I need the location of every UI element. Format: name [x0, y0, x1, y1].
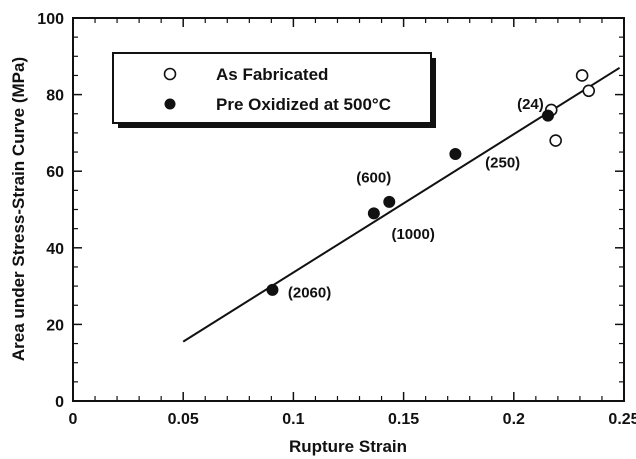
point-annotation: (2060)	[288, 285, 331, 302]
legend-label-as-fabricated: As Fabricated	[216, 65, 328, 84]
x-tick-label: 0.25	[608, 411, 636, 428]
point-annotation: (600)	[356, 170, 391, 187]
legend: As Fabricated Pre Oxidized at 500°C	[112, 52, 436, 128]
x-tick-label: 0.15	[388, 411, 419, 428]
x-tick-label: 0	[69, 411, 78, 428]
legend-box	[112, 52, 432, 124]
legend-label-pre-oxidized: Pre Oxidized at 500°C	[216, 95, 391, 114]
y-tick-label: 0	[55, 394, 64, 411]
point-annotation: (1000)	[391, 226, 434, 243]
point-annotation: (250)	[485, 154, 520, 171]
y-axis-title: Area under Stress-Strain Curve (MPa)	[9, 57, 28, 361]
pre-oxidized-point	[449, 147, 462, 160]
as-fabricated-point	[575, 69, 589, 82]
axis-ticks	[72, 17, 625, 402]
pre-oxidized-point	[367, 207, 380, 220]
legend-filled-circle-marker	[164, 98, 176, 110]
legend-open-circle-marker	[163, 67, 177, 81]
y-tick-label: 20	[46, 317, 64, 334]
pre-oxidized-point	[383, 195, 396, 208]
x-axis-title: Rupture Strain	[289, 437, 407, 456]
x-tick-label: 0.05	[168, 411, 199, 428]
y-tick-label: 40	[46, 241, 64, 258]
pre-oxidized-point	[266, 283, 279, 296]
y-tick-label: 100	[37, 11, 64, 28]
point-annotation: (24)	[517, 96, 544, 113]
x-tick-label: 0.2	[503, 411, 525, 428]
x-tick-label: 0.1	[282, 411, 304, 428]
y-tick-label: 80	[46, 88, 64, 105]
y-tick-label: 60	[46, 164, 64, 181]
data-points	[266, 69, 596, 296]
tick-labels: 0 0.05 0.1 0.15 0.2 0.25 0 20 40 60 80 100	[37, 11, 636, 428]
point-annotations: (2060) (1000) (600) (250) (24)	[288, 96, 544, 301]
as-fabricated-point	[582, 84, 596, 98]
as-fabricated-point	[549, 134, 562, 147]
pre-oxidized-point	[541, 109, 554, 122]
